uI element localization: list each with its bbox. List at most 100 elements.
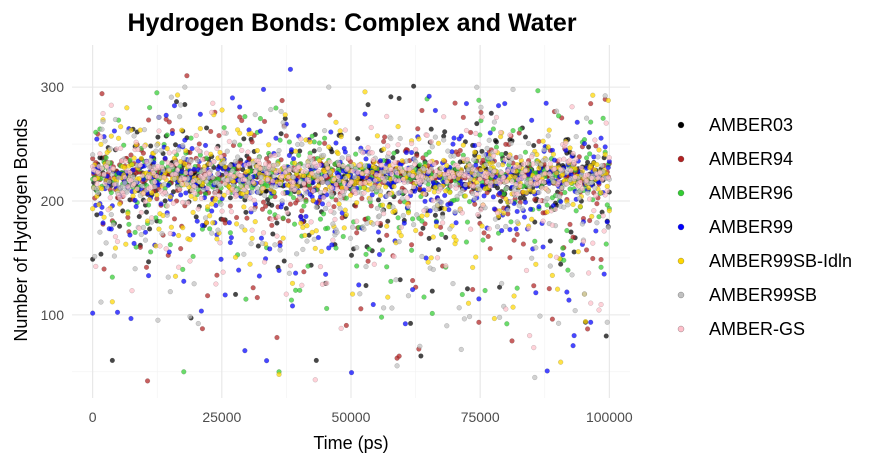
data-point (586, 270, 592, 276)
data-point (167, 242, 173, 248)
data-point (590, 240, 596, 246)
data-point (487, 130, 493, 136)
data-point (259, 185, 266, 192)
data-point (532, 219, 538, 225)
data-point (454, 193, 460, 200)
data-point (256, 160, 262, 167)
data-point (478, 207, 484, 213)
data-point (455, 164, 461, 171)
data-point (324, 305, 330, 312)
data-point (558, 261, 564, 267)
data-point (282, 169, 288, 176)
data-point (290, 195, 297, 201)
data-point (403, 149, 409, 156)
data-point (598, 135, 604, 141)
data-point (229, 95, 236, 101)
data-point (256, 273, 262, 279)
data-point (434, 202, 441, 208)
x-axis-ticks: 0 25000 50000 75000 100000 (89, 409, 633, 425)
data-point (411, 184, 417, 190)
data-point (377, 158, 384, 164)
data-point (483, 162, 489, 168)
data-point (228, 235, 235, 241)
data-point (501, 174, 507, 180)
data-point (254, 148, 260, 154)
data-point (207, 213, 213, 219)
data-point (479, 148, 485, 154)
data-point (352, 174, 358, 180)
data-point (178, 192, 184, 198)
data-point (178, 102, 184, 108)
data-point (164, 132, 170, 138)
data-point (116, 195, 123, 201)
data-point (577, 203, 583, 210)
legend-item: AMBER99SB-Idln (677, 251, 852, 271)
data-point (315, 234, 321, 241)
data-point (126, 221, 132, 227)
data-point (499, 280, 505, 287)
data-point (246, 155, 252, 162)
data-point (460, 114, 466, 120)
legend-label: AMBER99 (709, 217, 793, 237)
data-point (143, 209, 150, 215)
data-point (311, 148, 317, 154)
data-point (572, 165, 578, 172)
data-point (505, 207, 511, 213)
data-point (271, 189, 277, 195)
data-point (176, 232, 182, 239)
data-point (507, 132, 513, 138)
legend-label: AMBER-GS (709, 319, 805, 339)
data-point (296, 152, 302, 158)
data-point (291, 187, 298, 193)
data-point (388, 94, 394, 100)
data-point (286, 270, 292, 276)
data-point (471, 157, 477, 163)
data-point (127, 232, 133, 238)
data-point (572, 174, 578, 180)
data-point (430, 266, 436, 273)
data-point (429, 144, 435, 150)
data-point (603, 333, 609, 339)
chart-title: Hydrogen Bonds: Complex and Water (127, 9, 576, 37)
data-point (555, 320, 562, 326)
data-point (291, 221, 298, 227)
data-point (592, 185, 598, 191)
data-point (463, 127, 470, 134)
data-point (299, 141, 305, 147)
data-point (426, 93, 432, 99)
data-point (340, 233, 346, 240)
data-point (148, 249, 154, 255)
data-point (411, 222, 417, 228)
data-point (274, 334, 280, 341)
data-point (196, 179, 202, 185)
data-point (544, 196, 550, 202)
data-point (207, 226, 213, 232)
data-point (408, 242, 415, 248)
data-point (424, 132, 430, 138)
data-point (494, 224, 501, 230)
data-point (567, 157, 573, 163)
data-point (156, 128, 162, 134)
data-point (239, 224, 245, 230)
data-point (504, 321, 510, 327)
data-point (558, 359, 564, 365)
data-point (293, 270, 299, 276)
data-point (148, 143, 154, 149)
data-point (249, 189, 255, 195)
data-point (325, 225, 331, 231)
data-point (139, 183, 145, 189)
data-point (142, 229, 149, 235)
data-point (558, 166, 564, 173)
data-point (166, 150, 172, 156)
data-point (495, 103, 502, 109)
data-point (313, 228, 319, 234)
data-point (247, 174, 253, 181)
data-point (433, 223, 440, 229)
data-point (410, 277, 416, 284)
data-point (353, 151, 359, 157)
data-point (348, 252, 355, 258)
data-point (478, 167, 484, 173)
data-point (213, 196, 219, 202)
data-point (226, 220, 232, 226)
data-point (191, 183, 197, 189)
